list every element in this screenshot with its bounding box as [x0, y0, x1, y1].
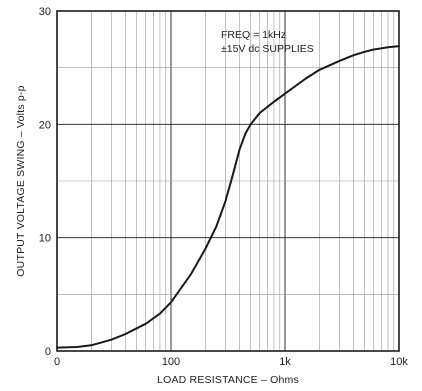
- annotation-supplies: ±15V dc SUPPLIES: [221, 43, 314, 55]
- x-tick-labels: 0 100 1k 10k: [54, 356, 408, 368]
- y-tick-labels: 0 10 20 30: [39, 6, 51, 358]
- x-tick-label: 10k: [390, 356, 408, 368]
- x-axis-label: LOAD RESISTANCE – Ohms: [157, 374, 299, 386]
- y-tick-label: 30: [39, 6, 51, 18]
- x-tick-label: 1k: [279, 356, 291, 368]
- y-tick-label: 20: [39, 119, 51, 131]
- y-axis-label: OUTPUT VOLTAGE SWING – Volts p-p: [15, 85, 27, 276]
- y-tick-label: 0: [45, 346, 51, 358]
- x-tick-label: 100: [162, 356, 180, 368]
- series-line: [56, 45, 400, 349]
- plot-frame: [56, 10, 400, 352]
- y-tick-label: 10: [39, 233, 51, 245]
- grid-lines: [57, 11, 399, 351]
- x-tick-label: 0: [54, 356, 60, 368]
- annotation-frequency: FREQ = 1kHz: [221, 29, 286, 41]
